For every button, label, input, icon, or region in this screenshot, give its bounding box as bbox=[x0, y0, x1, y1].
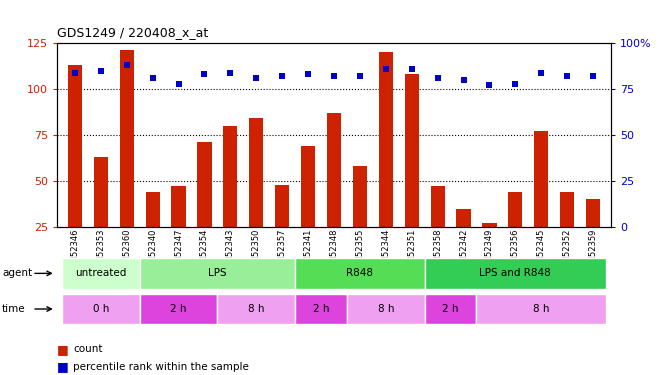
Text: 2 h: 2 h bbox=[313, 304, 329, 314]
Text: time: time bbox=[2, 304, 25, 314]
Text: agent: agent bbox=[2, 268, 32, 278]
Text: GDS1249 / 220408_x_at: GDS1249 / 220408_x_at bbox=[57, 26, 208, 39]
Point bbox=[303, 71, 313, 77]
Point bbox=[277, 73, 287, 79]
Bar bbox=[94, 157, 108, 273]
Point bbox=[381, 66, 391, 72]
Text: 8 h: 8 h bbox=[248, 304, 265, 314]
Bar bbox=[249, 118, 263, 273]
Bar bbox=[146, 192, 160, 273]
Text: LPS and R848: LPS and R848 bbox=[480, 268, 551, 278]
Point bbox=[458, 77, 469, 83]
Bar bbox=[379, 53, 393, 273]
Text: untreated: untreated bbox=[75, 268, 126, 278]
Bar bbox=[430, 186, 445, 273]
Bar bbox=[534, 131, 548, 273]
Point bbox=[148, 75, 158, 81]
Text: count: count bbox=[73, 345, 103, 354]
Point bbox=[122, 62, 132, 68]
Bar bbox=[197, 142, 212, 273]
Point bbox=[588, 73, 599, 79]
Bar bbox=[275, 184, 289, 273]
Bar bbox=[405, 74, 419, 273]
Point bbox=[96, 68, 106, 74]
Bar bbox=[120, 51, 134, 273]
Point bbox=[510, 81, 520, 87]
Bar bbox=[301, 146, 315, 273]
Point bbox=[432, 75, 443, 81]
Bar bbox=[223, 126, 238, 273]
Bar bbox=[508, 192, 522, 273]
Text: R848: R848 bbox=[347, 268, 373, 278]
Text: LPS: LPS bbox=[208, 268, 226, 278]
Point bbox=[406, 66, 417, 72]
Bar bbox=[327, 113, 341, 273]
Point bbox=[173, 81, 184, 87]
Point bbox=[562, 73, 572, 79]
Bar bbox=[560, 192, 574, 273]
Point bbox=[225, 69, 236, 75]
Text: 2 h: 2 h bbox=[442, 304, 459, 314]
Text: 8 h: 8 h bbox=[377, 304, 394, 314]
Text: 2 h: 2 h bbox=[170, 304, 187, 314]
Text: percentile rank within the sample: percentile rank within the sample bbox=[73, 362, 249, 372]
Point bbox=[329, 73, 339, 79]
Point bbox=[484, 82, 495, 88]
Text: 0 h: 0 h bbox=[93, 304, 109, 314]
Bar bbox=[456, 209, 471, 273]
Point bbox=[69, 69, 80, 75]
Point bbox=[251, 75, 262, 81]
Text: 8 h: 8 h bbox=[533, 304, 550, 314]
Text: ■: ■ bbox=[57, 360, 69, 373]
Text: ■: ■ bbox=[57, 343, 69, 356]
Bar bbox=[353, 166, 367, 273]
Point bbox=[199, 71, 210, 77]
Bar bbox=[172, 186, 186, 273]
Point bbox=[536, 69, 546, 75]
Bar bbox=[67, 65, 82, 273]
Point bbox=[355, 73, 365, 79]
Bar bbox=[482, 223, 496, 273]
Bar bbox=[586, 200, 601, 273]
